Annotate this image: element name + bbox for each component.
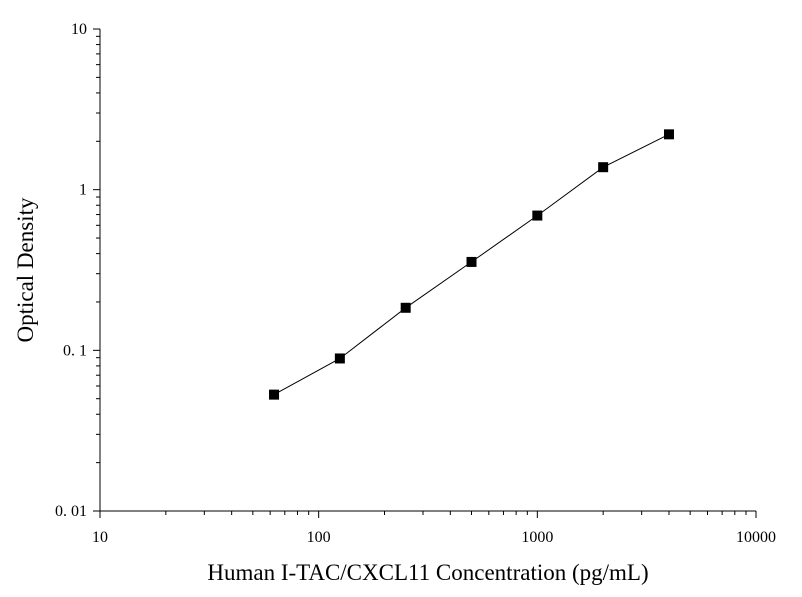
x-tick-label: 10000	[736, 529, 776, 546]
x-tick-label: 1000	[521, 529, 553, 546]
data-point	[334, 353, 345, 364]
data-points	[269, 129, 674, 400]
x-tick-labels: 10 100 1000 10000	[92, 529, 776, 546]
data-point	[466, 256, 477, 267]
x-axis-title: Human I-TAC/CXCL11 Concentration (pg/mL)	[207, 560, 648, 585]
x-ticks	[99, 511, 757, 518]
y-axis-title: Optical Density	[13, 197, 38, 342]
y-tick-label: 1	[79, 182, 87, 199]
data-point	[532, 210, 543, 221]
y-tick-label: 10	[71, 21, 87, 38]
data-point	[663, 129, 674, 140]
y-tick-label: 0. 01	[55, 503, 87, 520]
y-tick-labels: 0. 01 0. 1 1 10	[55, 21, 87, 520]
axes	[99, 29, 756, 512]
data-point	[269, 389, 280, 400]
x-tick-label: 100	[307, 529, 331, 546]
y-tick-label: 0. 1	[63, 342, 87, 359]
data-point	[400, 302, 411, 313]
data-point	[598, 162, 609, 173]
x-tick-label: 10	[92, 529, 108, 546]
y-ticks	[93, 28, 100, 512]
